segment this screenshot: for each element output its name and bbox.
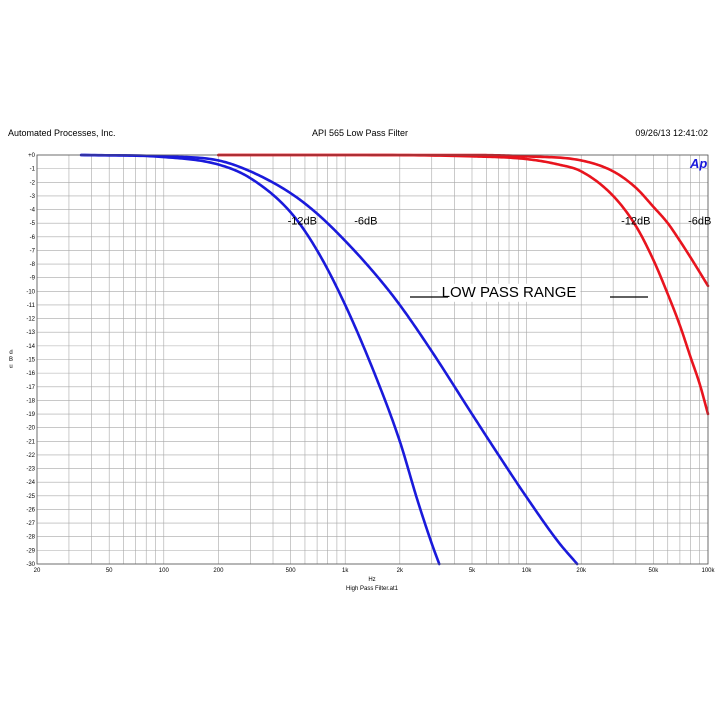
x-tick-label: 20k — [576, 568, 587, 574]
y-tick-label: -24 — [26, 480, 35, 486]
x-tick-label: 50 — [106, 568, 113, 574]
ap-logo: Ap — [689, 156, 707, 171]
y-axis-label: dBu — [9, 350, 13, 370]
y-tick-label: -1 — [30, 167, 36, 173]
series-line-2 — [79, 153, 579, 566]
y-tick-label: -29 — [26, 548, 35, 554]
file-name: High Pass Filter.at1 — [346, 586, 399, 592]
y-axis-label-char: u — [9, 364, 12, 370]
x-tick-label: 100k — [701, 568, 715, 574]
y-tick-label: -15 — [26, 358, 35, 364]
x-tick-label: 1k — [342, 568, 349, 574]
y-tick-label: -3 — [30, 194, 36, 200]
low-pass-range-label-bg — [437, 283, 581, 302]
x-tick-label: 200 — [213, 568, 224, 574]
y-tick-label: -23 — [26, 467, 35, 473]
y-tick-label: -18 — [26, 398, 35, 404]
x-tick-label: 50k — [649, 568, 660, 574]
company-name: Automated Processes, Inc. — [8, 128, 116, 138]
y-tick-label: -6 — [30, 235, 36, 241]
x-tick-label: 5k — [469, 568, 476, 574]
y-tick-label: -13 — [26, 330, 35, 336]
y-tick-label: -7 — [30, 248, 36, 254]
slope-label: -6dB — [354, 216, 377, 228]
y-axis-label-char: d — [9, 350, 12, 356]
y-tick-label: -19 — [26, 412, 35, 418]
y-axis-label-char: B — [9, 357, 13, 363]
slope-label: -12dB — [288, 216, 317, 228]
series-line-1 — [79, 153, 441, 566]
y-tick-label: -22 — [26, 453, 35, 459]
x-tick-label: 2k — [397, 568, 404, 574]
y-tick-label: -8 — [30, 262, 36, 268]
y-axis-ticks: +0 -1 -2 -3 -4 -5 -6 -7 -8 -9 -10 -11 -12 -13 -14 -15 -1… — [26, 153, 35, 568]
y-tick-label: -11 — [27, 303, 36, 309]
y-tick-label: -26 — [26, 507, 35, 513]
y-tick-label: -30 — [26, 562, 35, 568]
x-axis-ticks: 20 50 100 200 500 1k 2k 5k 10k 20k 50k 100k — [34, 568, 716, 574]
y-tick-label: +0 — [28, 153, 36, 159]
annotations: -12dB -6dB -12dB -6dB LOW PASS RANGE — [288, 216, 711, 302]
y-tick-label: -16 — [26, 371, 35, 377]
slope-label: -12dB — [621, 216, 650, 228]
y-tick-label: -2 — [30, 180, 36, 186]
slope-label: -6dB — [688, 216, 711, 228]
y-tick-label: -14 — [26, 344, 35, 350]
y-tick-label: -4 — [30, 208, 36, 214]
x-tick-label: 500 — [286, 568, 297, 574]
y-tick-label: -10 — [26, 289, 35, 295]
y-tick-label: -5 — [30, 221, 36, 227]
chart-title: API 565 Low Pass Filter — [311, 128, 409, 138]
y-tick-label: -12 — [26, 317, 35, 323]
y-tick-label: -17 — [26, 385, 35, 391]
x-tick-label: 20 — [34, 568, 41, 574]
low-pass-range-label: LOW PASS RANGE — [442, 284, 577, 301]
y-tick-label: -21 — [26, 439, 35, 445]
y-tick-label: -20 — [26, 426, 35, 432]
y-tick-label: -9 — [30, 276, 36, 282]
x-tick-label: 10k — [522, 568, 533, 574]
y-tick-label: -27 — [26, 521, 35, 527]
plot-frame — [36, 154, 709, 565]
x-axis-label: Hz — [368, 577, 375, 583]
y-tick-label: -28 — [26, 535, 35, 541]
series-line-3 — [217, 153, 710, 416]
y-tick-label: -25 — [26, 494, 35, 500]
timestamp: 09/26/13 12:41:02 — [635, 128, 708, 138]
x-tick-label: 100 — [159, 568, 170, 574]
